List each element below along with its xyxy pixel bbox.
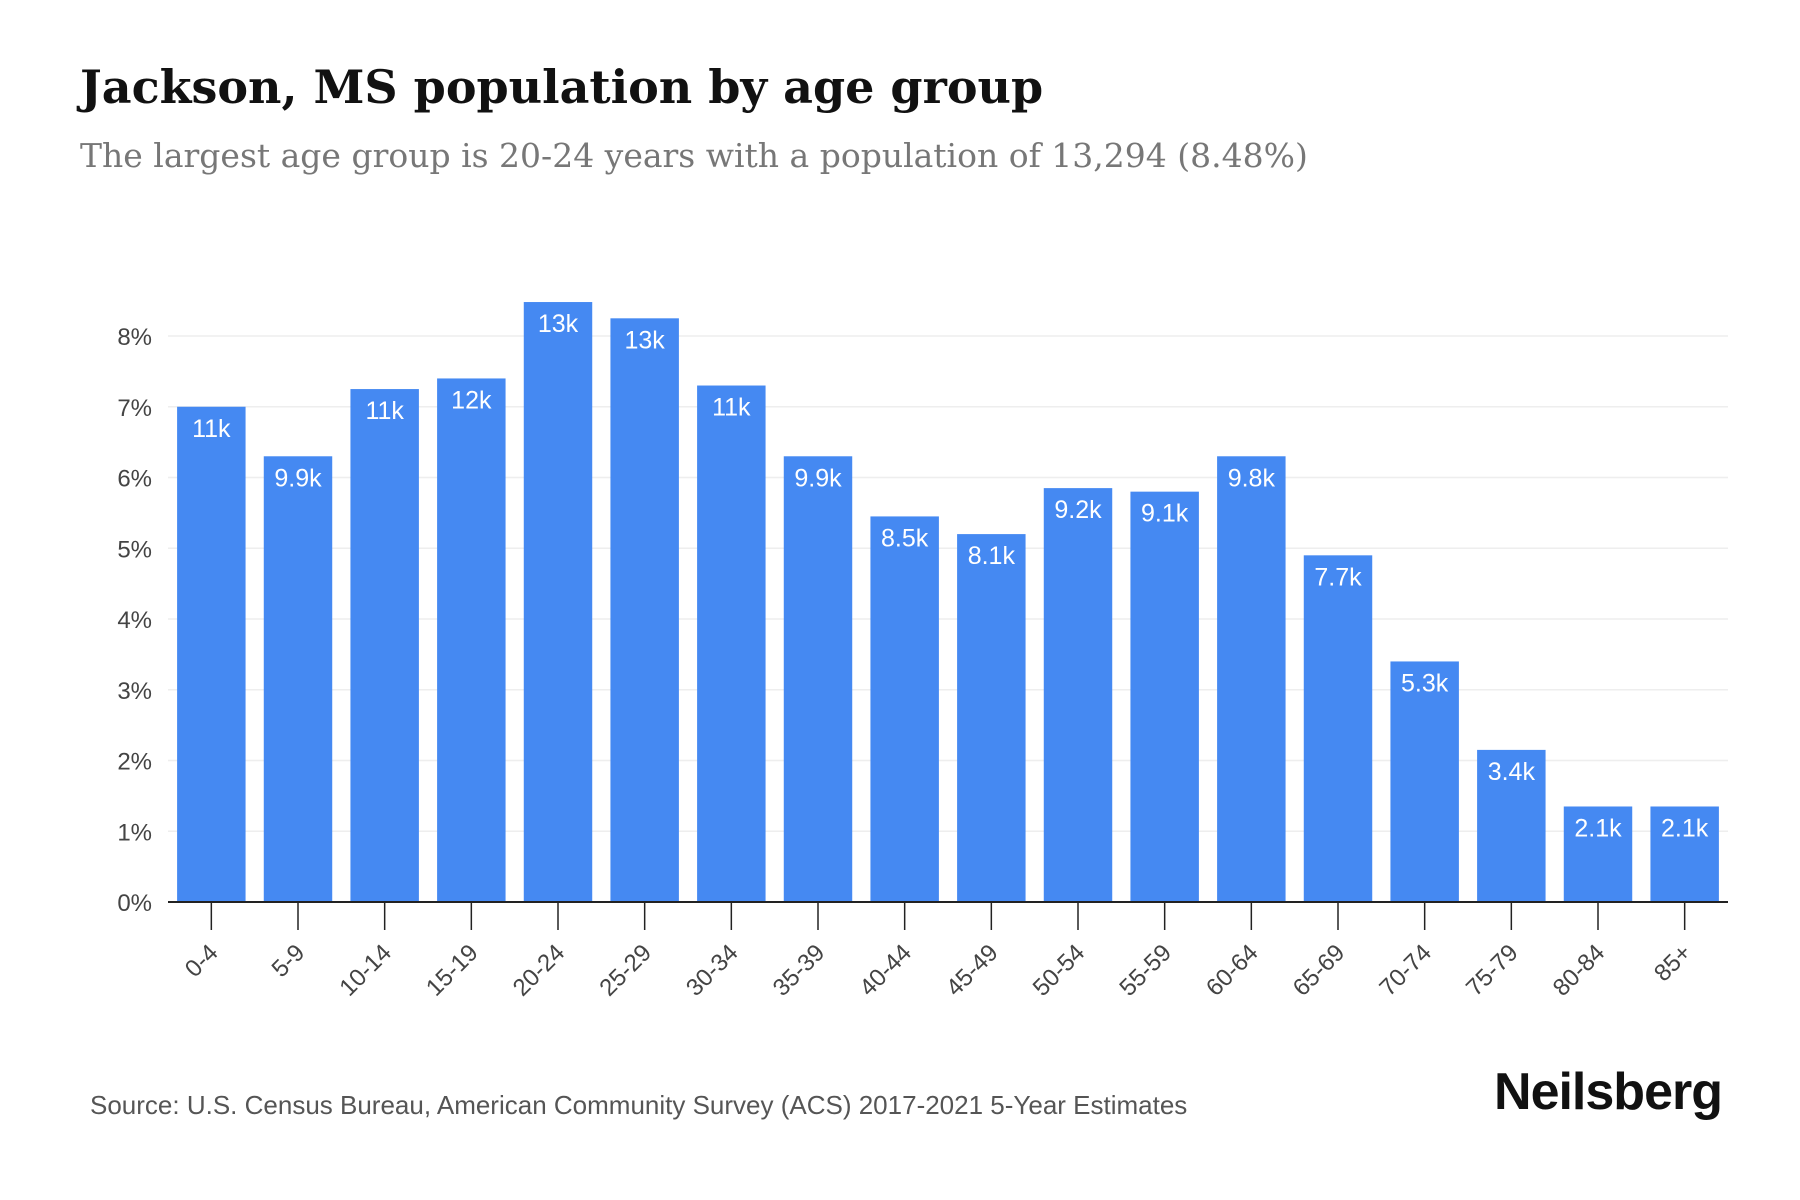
y-tick-label: 3%: [117, 678, 152, 705]
x-tick-label: 75-79: [1461, 939, 1524, 1002]
bar: [1130, 491, 1199, 902]
bar-value-label: 11k: [365, 397, 404, 425]
bar: [1217, 456, 1286, 902]
x-tick-label: 5-9: [267, 939, 311, 983]
bar: [697, 385, 766, 902]
x-tick-label: 20-24: [508, 939, 571, 1002]
x-tick-label: 70-74: [1374, 939, 1437, 1002]
bar-value-label: 13k: [538, 310, 579, 338]
bar-value-label: 9.2k: [1054, 496, 1102, 524]
y-tick-label: 5%: [117, 536, 152, 563]
bar: [177, 406, 246, 902]
x-tick-label: 30-34: [681, 939, 744, 1002]
bar: [870, 516, 939, 902]
bar: [1390, 661, 1459, 902]
bar-value-label: 9.9k: [794, 464, 842, 492]
x-tick-label: 80-84: [1548, 939, 1611, 1002]
bar: [783, 456, 853, 902]
bar-value-label: 8.1k: [968, 542, 1016, 570]
bar: [957, 534, 1026, 902]
bar-value-label: 5.3k: [1401, 669, 1449, 697]
bar: [350, 389, 419, 902]
x-tick-label: 15-19: [421, 939, 484, 1002]
y-tick-label: 6%: [117, 466, 152, 493]
bar-value-label: 3.4k: [1488, 758, 1536, 786]
brand-logo: Neilsberg: [1494, 1063, 1723, 1121]
bar-value-label: 11k: [192, 415, 231, 443]
x-tick-label: 65-69: [1288, 939, 1351, 1002]
y-tick-label: 2%: [117, 749, 152, 776]
bar: [1303, 555, 1373, 902]
bar-value-label: 7.7k: [1314, 563, 1362, 591]
bar-value-label: 2.1k: [1661, 814, 1709, 842]
x-tick-label: 40-44: [854, 939, 917, 1002]
bar: [263, 456, 333, 902]
bar-value-label: 8.5k: [881, 524, 929, 552]
x-tick-label: 10-14: [334, 939, 397, 1002]
y-tick-label: 0%: [117, 890, 152, 917]
y-tick-label: 7%: [117, 395, 152, 422]
bar-value-label: 11k: [712, 394, 751, 422]
bar: [523, 302, 593, 902]
x-tick-label: 25-29: [594, 939, 657, 1002]
source-note: Source: U.S. Census Bureau, American Com…: [90, 1090, 1188, 1120]
bar-value-label: 13k: [625, 326, 666, 354]
x-tick-label: 85+: [1649, 939, 1697, 987]
page-subtitle: The largest age group is 20-24 years wit…: [80, 136, 1308, 175]
bar-value-label: 9.9k: [274, 464, 322, 492]
x-tick-label: 35-39: [768, 939, 831, 1002]
x-tick-label: 50-54: [1028, 939, 1091, 1002]
bar: [1477, 749, 1546, 902]
x-tick-label: 45-49: [941, 939, 1004, 1002]
x-tick-label: 60-64: [1201, 939, 1264, 1002]
bar-value-label: 9.8k: [1228, 464, 1276, 492]
bar: [1043, 488, 1113, 902]
bar-value-label: 12k: [451, 386, 492, 414]
bar: [1650, 806, 1719, 902]
bar: [437, 378, 506, 902]
y-tick-label: 4%: [117, 607, 152, 634]
y-tick-label: 1%: [117, 819, 152, 846]
bar-value-label: 9.1k: [1141, 500, 1189, 528]
bar-value-label: 2.1k: [1574, 814, 1622, 842]
page-title: Jackson, MS population by age group: [80, 60, 1044, 114]
x-tick-label: 0-4: [180, 939, 224, 983]
y-tick-label: 8%: [117, 324, 152, 351]
bar: [1563, 806, 1633, 902]
x-tick-label: 55-59: [1114, 939, 1177, 1002]
bar: [610, 318, 679, 902]
